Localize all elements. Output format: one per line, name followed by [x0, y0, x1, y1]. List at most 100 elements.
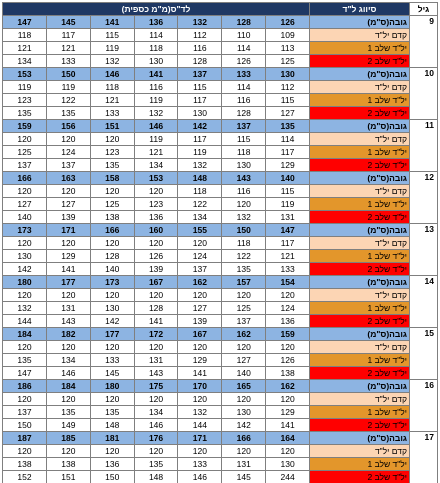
class-cell: קדם יל"ד: [309, 392, 410, 406]
table-body: 9 גובה(ס"מ) 126 128 132 136 141 145 147 קדם יל"ד 1…: [2, 15, 438, 483]
value-cell: 124: [265, 301, 310, 315]
value-cell: 119: [89, 41, 135, 55]
value-cell: 125: [265, 54, 310, 68]
value-cell: 167: [133, 275, 179, 289]
table-row: יל"ד שלב 1 113 114 116 118 119 121 121: [2, 41, 438, 55]
value-cell: 116: [177, 41, 223, 55]
value-cell: 127: [177, 301, 223, 315]
age-cell: 15: [409, 327, 438, 380]
table-row: יל"ד שלב 1 117 118 119 121 123 124 125: [2, 145, 438, 159]
value-cell: 171: [177, 431, 223, 445]
table-row: יל"ד שלב 2 136 137 139 141 142 143 144: [2, 314, 438, 328]
table-row: יל"ד שלב 2 133 135 137 139 140 141 142: [2, 262, 438, 276]
value-cell: 167: [177, 327, 223, 341]
value-cell: 121: [265, 249, 310, 263]
value-cell: 113: [265, 41, 310, 55]
value-cell: 149: [45, 418, 91, 432]
value-cell: 147: [2, 366, 47, 380]
class-cell: קדם יל"ד: [309, 28, 410, 42]
value-cell: 130: [221, 158, 267, 172]
value-cell: 114: [265, 132, 310, 146]
table-row: קדם יל"ד 114 115 117 119 120 120 120: [2, 132, 438, 146]
value-cell: 115: [89, 28, 135, 42]
class-cell: יל"ד שלב 1: [309, 353, 410, 367]
value-cell: 120: [89, 340, 135, 354]
value-cell: 114: [221, 41, 267, 55]
value-cell: 129: [265, 405, 310, 419]
value-cell: 144: [177, 418, 223, 432]
value-cell: 120: [89, 392, 135, 406]
value-cell: 136: [265, 314, 310, 328]
table-row: יל"ד שלב 1 119 120 122 123 125 127 127: [2, 197, 438, 211]
value-cell: 159: [265, 327, 310, 341]
class-header: סיווג ל"ד: [309, 2, 410, 16]
value-cell: 135: [265, 119, 310, 133]
class-cell: יל"ד שלב 1: [309, 197, 410, 211]
value-cell: 120: [89, 132, 135, 146]
value-cell: 120: [221, 197, 267, 211]
table-row: 10 גובה(ס"מ) 130 133 137 141 146 150 153: [2, 67, 438, 120]
value-cell: 135: [89, 405, 135, 419]
class-cell: גובה(ס"מ): [309, 67, 410, 81]
value-cell: 110: [221, 28, 267, 42]
value-cell: 129: [177, 353, 223, 367]
value-cell: 126: [221, 54, 267, 68]
value-cell: 153: [133, 171, 179, 185]
value-cell: 177: [89, 327, 135, 341]
value-cell: 141: [133, 314, 179, 328]
value-cell: 115: [265, 184, 310, 198]
age-header: גיל: [409, 2, 438, 16]
value-cell: 120: [45, 392, 91, 406]
table-row: יל"ד שלב 2 138 140 141 143 145 146 147: [2, 366, 438, 380]
value-cell: 133: [265, 262, 310, 276]
class-cell: קדם יל"ד: [309, 340, 410, 354]
value-cell: 134: [133, 158, 179, 172]
value-cell: 135: [89, 158, 135, 172]
value-cell: 162: [265, 379, 310, 393]
header-row: גיל סיווג ל"ד לד"ס(מ"מ כספית): [2, 2, 438, 16]
value-cell: 125: [221, 301, 267, 315]
value-cell: 177: [45, 275, 91, 289]
value-cell: 119: [265, 197, 310, 211]
value-cell: 141: [89, 15, 135, 29]
value-cell: 120: [133, 392, 179, 406]
value-cell: 130: [265, 457, 310, 471]
value-cell: 151: [89, 119, 135, 133]
class-cell: יל"ד שלב 2: [309, 366, 410, 380]
value-cell: 187: [2, 431, 47, 445]
value-cell: 128: [133, 301, 179, 315]
table-row: 16 גובה(ס"מ) 162 165 170 175 180 184 186: [2, 379, 438, 432]
table-row: קדם יל"ד 120 120 120 120 120 120 120: [2, 340, 438, 354]
value-cell: 162: [221, 327, 267, 341]
value-cell: 112: [265, 80, 310, 94]
table-row: יל"ד שלב 1 126 127 129 131 133 134 135: [2, 353, 438, 367]
class-cell: גובה(ס"מ): [309, 171, 410, 185]
value-cell: 127: [2, 197, 47, 211]
age-cell: 12: [409, 171, 438, 224]
value-cell: 120: [177, 288, 223, 302]
table-row: יל"ד שלב 2 129 130 132 134 135 137 137: [2, 158, 438, 172]
value-cell: 141: [45, 262, 91, 276]
value-cell: 153: [2, 67, 47, 81]
value-cell: 141: [265, 418, 310, 432]
value-cell: 122: [221, 249, 267, 263]
age-cell: 13: [409, 223, 438, 276]
table-row: 12 גובה(ס"מ) 140 143 148 153 158 163 166: [2, 171, 438, 224]
value-cell: 120: [2, 288, 47, 302]
value-cell: 124: [45, 145, 91, 159]
value-cell: 186: [2, 379, 47, 393]
value-cell: 158: [89, 171, 135, 185]
class-cell: גובה(ס"מ): [309, 379, 410, 393]
value-cell: 118: [2, 28, 47, 42]
value-cell: 131: [45, 301, 91, 315]
class-cell: יל"ד שלב 2: [309, 262, 410, 276]
value-cell: 120: [133, 444, 179, 458]
value-cell: 138: [265, 366, 310, 380]
value-cell: 116: [221, 93, 267, 107]
value-cell: 138: [2, 457, 47, 471]
value-cell: 121: [89, 93, 135, 107]
class-cell: קדם יל"ד: [309, 288, 410, 302]
value-cell: 116: [133, 80, 179, 94]
value-cell: 121: [2, 41, 47, 55]
